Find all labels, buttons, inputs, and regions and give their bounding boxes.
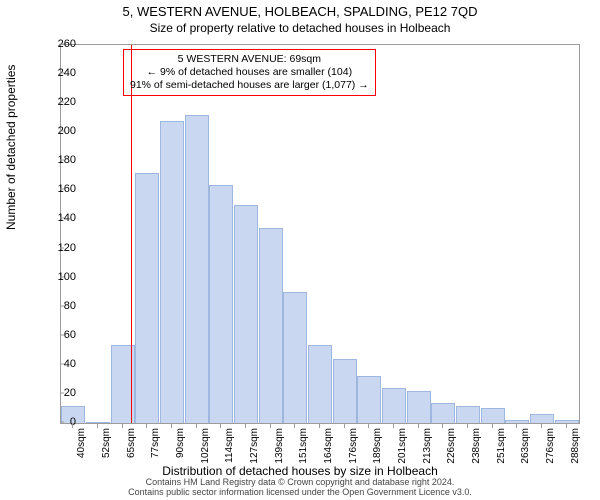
y-tick-mark xyxy=(60,160,64,161)
y-tick-mark xyxy=(60,44,64,45)
y-tick-mark xyxy=(60,131,64,132)
histogram-bar xyxy=(234,205,258,423)
histogram-bar xyxy=(456,406,480,423)
x-tick-mark xyxy=(72,424,73,428)
x-tick-label: 288sqm xyxy=(570,428,581,464)
x-tick-label: 151sqm xyxy=(298,428,309,464)
x-tick-label: 77sqm xyxy=(150,428,161,458)
x-tick-mark xyxy=(245,424,246,428)
histogram-bar xyxy=(505,420,529,423)
histogram-bar xyxy=(135,173,159,423)
histogram-bar xyxy=(431,403,455,423)
histogram-bar xyxy=(185,115,209,423)
y-tick-mark xyxy=(60,247,64,248)
y-tick-mark xyxy=(60,363,64,364)
x-tick-label: 263sqm xyxy=(520,428,531,464)
histogram-bar xyxy=(259,228,283,423)
x-tick-mark xyxy=(467,424,468,428)
histogram-bar xyxy=(382,388,406,423)
copyright-line-1: Contains HM Land Registry data © Crown c… xyxy=(146,477,455,487)
x-tick-mark xyxy=(97,424,98,428)
x-tick-mark xyxy=(122,424,123,428)
property-marker-line xyxy=(131,45,132,423)
histogram-bar xyxy=(308,345,332,424)
x-tick-mark xyxy=(344,424,345,428)
chart-container: 5, WESTERN AVENUE, HOLBEACH, SPALDING, P… xyxy=(0,0,600,500)
x-tick-label: 102sqm xyxy=(200,428,211,464)
x-tick-label: 164sqm xyxy=(323,428,334,464)
x-tick-mark xyxy=(541,424,542,428)
x-tick-mark xyxy=(492,424,493,428)
histogram-bar xyxy=(530,414,554,423)
x-tick-label: 127sqm xyxy=(249,428,260,464)
x-tick-mark xyxy=(171,424,172,428)
x-tick-mark xyxy=(294,424,295,428)
x-tick-label: 176sqm xyxy=(348,428,359,464)
x-tick-mark xyxy=(442,424,443,428)
x-tick-mark xyxy=(418,424,419,428)
x-tick-mark xyxy=(146,424,147,428)
x-tick-label: 201sqm xyxy=(397,428,408,464)
annotation-box: 5 WESTERN AVENUE: 69sqm← 9% of detached … xyxy=(123,49,376,96)
plot-area: 5 WESTERN AVENUE: 69sqm← 9% of detached … xyxy=(60,44,580,424)
histogram-bar xyxy=(333,359,357,423)
annotation-line: ← 9% of detached houses are smaller (104… xyxy=(130,66,369,79)
annotation-line: 5 WESTERN AVENUE: 69sqm xyxy=(130,53,369,66)
y-tick-mark xyxy=(60,305,64,306)
y-tick-mark xyxy=(60,276,64,277)
chart-subtitle: Size of property relative to detached ho… xyxy=(0,19,600,35)
y-tick-mark xyxy=(60,189,64,190)
annotation-line: 91% of semi-detached houses are larger (… xyxy=(130,79,369,92)
y-tick-mark xyxy=(60,73,64,74)
x-tick-label: 213sqm xyxy=(422,428,433,464)
y-tick-mark xyxy=(60,102,64,103)
x-tick-mark xyxy=(319,424,320,428)
x-axis-label: Distribution of detached houses by size … xyxy=(0,464,600,478)
x-tick-label: 40sqm xyxy=(76,428,87,458)
x-tick-mark xyxy=(270,424,271,428)
copyright-line-2: Contains public sector information licen… xyxy=(128,487,472,497)
histogram-bar xyxy=(481,408,505,423)
x-tick-mark xyxy=(566,424,567,428)
x-tick-mark xyxy=(516,424,517,428)
x-tick-label: 251sqm xyxy=(496,428,507,464)
histogram-bar xyxy=(160,121,184,423)
copyright-text: Contains HM Land Registry data © Crown c… xyxy=(0,478,600,498)
x-tick-label: 65sqm xyxy=(126,428,137,458)
x-tick-label: 189sqm xyxy=(372,428,383,464)
y-tick-mark xyxy=(60,218,64,219)
x-tick-label: 276sqm xyxy=(545,428,556,464)
chart-title: 5, WESTERN AVENUE, HOLBEACH, SPALDING, P… xyxy=(0,0,600,19)
y-axis-label: Number of detached properties xyxy=(4,65,18,230)
y-tick-mark xyxy=(60,392,64,393)
x-tick-mark xyxy=(196,424,197,428)
x-tick-label: 114sqm xyxy=(224,428,235,463)
histogram-bar xyxy=(555,420,579,423)
x-tick-label: 139sqm xyxy=(274,428,285,464)
x-tick-mark xyxy=(368,424,369,428)
x-tick-label: 90sqm xyxy=(175,428,186,458)
x-tick-label: 52sqm xyxy=(101,428,112,458)
x-tick-label: 238sqm xyxy=(471,428,482,464)
x-tick-mark xyxy=(220,424,221,428)
histogram-bar xyxy=(357,376,381,423)
y-tick-mark xyxy=(60,334,64,335)
histogram-bar xyxy=(283,292,307,423)
x-tick-label: 226sqm xyxy=(446,428,457,464)
x-tick-mark xyxy=(393,424,394,428)
histogram-bar xyxy=(86,422,110,423)
y-tick-mark xyxy=(60,422,64,423)
histogram-bar xyxy=(209,185,233,423)
histogram-bar xyxy=(407,391,431,423)
